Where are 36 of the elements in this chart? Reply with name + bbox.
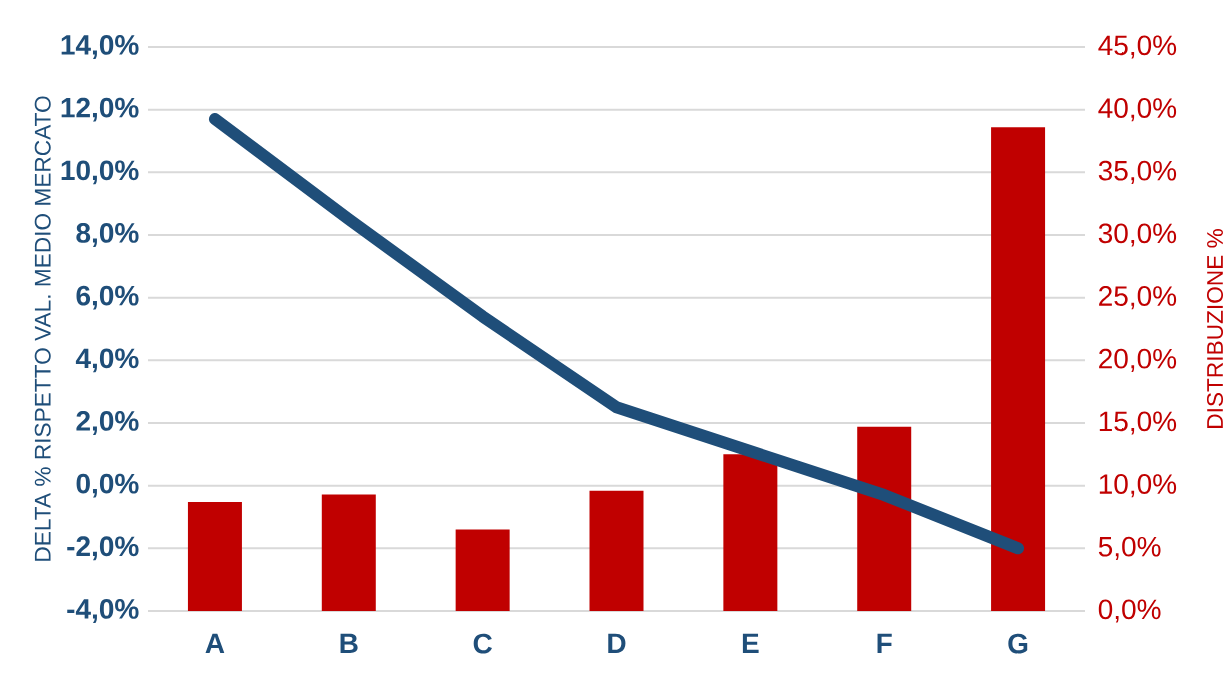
y2-tick-label: 40,0%	[1098, 98, 1177, 122]
bar	[455, 529, 510, 611]
y-tick-label: 6,0%	[76, 285, 139, 310]
y2-axis-title: DISTRIBUZIONE %	[1206, 229, 1224, 428]
x-tick-label: B	[340, 633, 358, 653]
y-tick-label: 2,0%	[76, 411, 139, 435]
y2-tick-label: 25,0%	[1099, 286, 1177, 310]
y-tick-label: 12,0%	[61, 97, 139, 122]
x-tick-label: C	[473, 633, 492, 654]
bar	[991, 127, 1046, 611]
x-tick-label: A	[205, 633, 225, 653]
bar	[857, 426, 912, 611]
y2-tick-label: 5,0%	[1098, 536, 1161, 560]
y-tick-label: -2,0%	[67, 536, 139, 561]
y2-tick-label: 0,0%	[1098, 599, 1161, 623]
y-tick-label: 0,0%	[76, 473, 139, 498]
x-tick-label: D	[608, 633, 626, 653]
bar	[723, 454, 778, 611]
y2-tick-label: 30,0%	[1098, 223, 1177, 247]
y2-tick-label: 15,0%	[1099, 411, 1177, 435]
x-tick-label: F	[877, 633, 892, 653]
y2-tick-label: 10,0%	[1099, 474, 1177, 498]
bar	[321, 494, 376, 611]
y-tick-label: -4,0%	[67, 599, 139, 623]
y-tick-label: 14,0%	[61, 35, 139, 59]
y-tick-label: 10,0%	[61, 160, 139, 185]
x-tick-label: G	[1008, 633, 1028, 654]
y2-tick-label: 35,0%	[1098, 160, 1177, 184]
x-tick-label: E	[742, 633, 759, 653]
bar	[187, 501, 242, 611]
y2-tick-label: 20,0%	[1099, 348, 1177, 372]
y-axis-title: DELTA % RISPETTO VAL. MEDIO MERCATO	[34, 96, 51, 561]
y-tick-label: 8,0%	[76, 223, 139, 247]
y2-tick-label: 45,0%	[1098, 35, 1177, 59]
y-tick-label: 4,0%	[75, 348, 139, 373]
bar	[589, 490, 644, 611]
